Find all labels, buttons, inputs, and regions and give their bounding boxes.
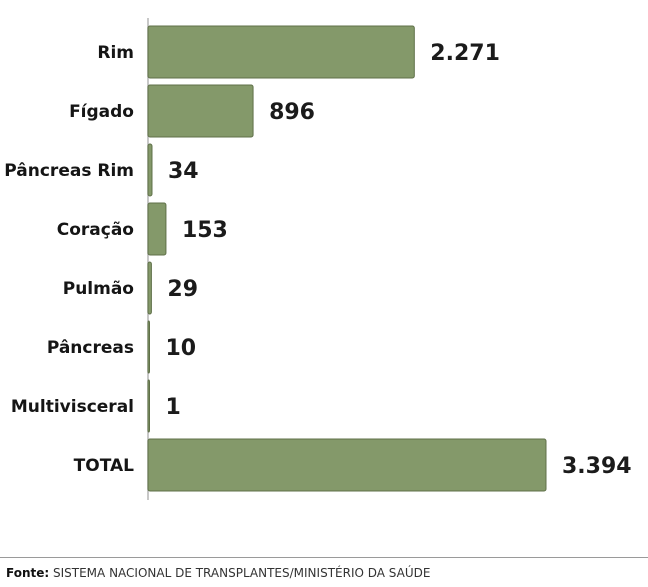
- category-label-figado: Fígado: [69, 102, 134, 122]
- bar-figado: [147, 84, 254, 138]
- value-label-coracao: 153: [182, 218, 228, 243]
- source-label: Fonte:: [6, 566, 50, 580]
- value-label-rim: 2.271: [430, 41, 500, 66]
- bar-coracao: [147, 202, 167, 256]
- bar-pancreas-rim: [147, 143, 153, 197]
- category-label-rim: Rim: [97, 43, 134, 63]
- value-label-total: 3.394: [562, 454, 632, 479]
- bar-multivisceral: [147, 379, 150, 433]
- value-label-figado: 896: [269, 100, 315, 125]
- bar-total: [147, 438, 547, 492]
- category-label-pulmao: Pulmão: [63, 279, 134, 299]
- source-text: SISTEMA NACIONAL DE TRANSPLANTES/MINISTÉ…: [53, 566, 431, 580]
- bar-pancreas: [147, 320, 150, 374]
- value-labels-group: 2.271 896 34 153 29 10 1 3.394: [166, 41, 632, 479]
- category-label-total: TOTAL: [74, 456, 134, 476]
- category-labels-group: Rim Fígado Pâncreas Rim Coração Pulmão Pâncre…: [4, 43, 134, 476]
- bar-rim: [147, 25, 415, 79]
- category-label-pancreas-rim: Pâncreas Rim: [4, 161, 134, 181]
- value-label-pancreas: 10: [166, 336, 197, 361]
- bar-pulmao: [147, 261, 152, 315]
- bars-group: [147, 25, 547, 492]
- source-footer: Fonte: SISTEMA NACIONAL DE TRANSPLANTES/…: [6, 566, 430, 580]
- category-label-pancreas: Pâncreas: [47, 338, 134, 358]
- value-label-multivisceral: 1: [166, 395, 181, 420]
- footer-divider: [0, 557, 648, 558]
- category-label-multivisceral: Multivisceral: [11, 397, 134, 417]
- bar-chart: Rim Fígado Pâncreas Rim Coração Pulmão Pâncre…: [4, 18, 632, 500]
- category-label-coracao: Coração: [57, 220, 134, 240]
- value-label-pancreas-rim: 34: [168, 159, 199, 184]
- value-label-pulmao: 29: [167, 277, 198, 302]
